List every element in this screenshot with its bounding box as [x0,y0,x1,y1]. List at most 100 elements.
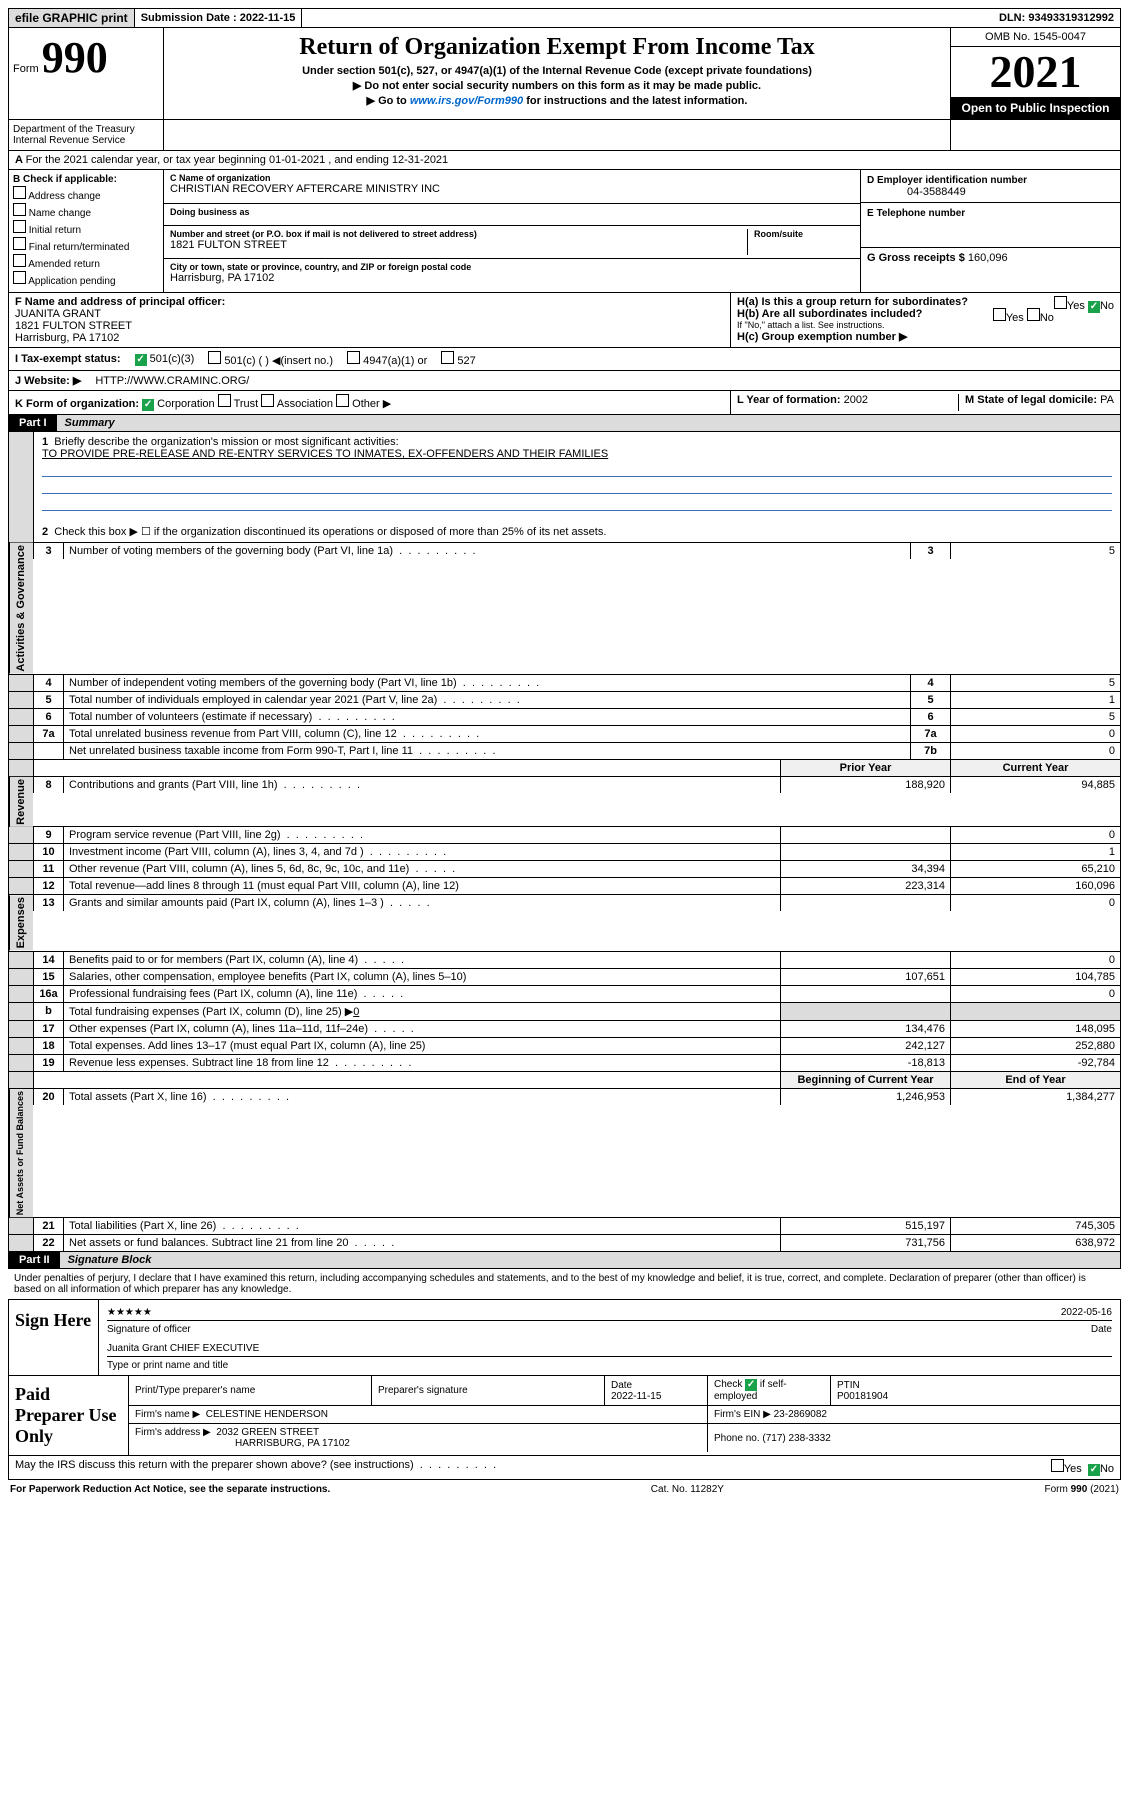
section-k: K Form of organization: ✓ Corporation Tr… [9,391,730,414]
header-center: Return of Organization Exempt From Incom… [164,28,950,120]
ha-yes-check[interactable] [1054,296,1067,309]
p19: -18,813 [780,1055,950,1071]
line-1-mission: 1 Briefly describe the organization's mi… [9,431,1120,542]
year-formation: 2002 [844,394,868,406]
check-final-return[interactable]: Final return/terminated [13,237,159,253]
omb-number: OMB No. 1545-0047 [951,28,1120,47]
b21: 515,197 [780,1218,950,1234]
dept-treasury: Department of the Treasury Internal Reve… [9,120,164,151]
city-label: City or town, state or province, country… [170,262,854,272]
street-label: Number and street (or P.O. box if mail i… [170,229,747,239]
hb-yes-check[interactable] [993,308,1006,321]
section-c: C Name of organization CHRISTIAN RECOVER… [164,170,860,292]
c8: 94,885 [950,777,1120,793]
c14: 0 [950,952,1120,968]
ptin-value: P00181904 [837,1391,888,1402]
section-h: H(a) Is this a group return for subordin… [730,293,1120,347]
check-self-employed[interactable]: ✓ [745,1379,757,1391]
c19: -92,784 [950,1055,1120,1071]
check-application-pending[interactable]: Application pending [13,271,159,287]
val-7b: 0 [950,743,1120,759]
p16a [780,986,950,1002]
dba-label: Doing business as [170,207,854,217]
state-domicile: PA [1100,394,1114,406]
val-7a: 0 [950,726,1120,742]
gross-receipts-label: G Gross receipts $ [867,252,965,264]
val-16b: 0 [353,1006,359,1018]
officer-signed-name: Juanita Grant CHIEF EXECUTIVE [107,1343,259,1354]
discuss-yes-check[interactable] [1051,1459,1064,1472]
check-association[interactable] [261,394,274,407]
p10 [780,844,950,860]
org-name-label: C Name of organization [170,173,854,183]
c12: 160,096 [950,878,1120,894]
subtitle-section: Under section 501(c), 527, or 4947(a)(1)… [174,65,940,77]
sign-date: 2022-05-16 [1061,1307,1112,1318]
officer-name: JUANITA GRANT [15,308,101,320]
mission-text: TO PROVIDE PRE-RELEASE AND RE-ENTRY SERV… [42,448,608,460]
b20: 1,246,953 [780,1089,950,1105]
check-initial-return[interactable]: Initial return [13,220,159,236]
check-501c3[interactable]: ✓ [135,354,147,366]
c9: 0 [950,827,1120,843]
website-value: HTTP://WWW.CRAMINC.ORG/ [95,375,249,387]
p12: 223,314 [780,878,950,894]
tab-net-assets: Net Assets or Fund Balances [9,1089,33,1217]
ha-no-check[interactable]: ✓ [1088,301,1100,313]
top-bar: efile GRAPHIC print Submission Date : 20… [8,8,1121,28]
discuss-row: May the IRS discuss this return with the… [8,1456,1121,1480]
check-amended-return[interactable]: Amended return [13,254,159,270]
submission-date: Submission Date : 2022-11-15 [135,9,303,27]
check-527[interactable] [441,351,454,364]
prior-current-header: Prior Year Current Year [9,759,1120,776]
tax-year: 2021 [951,47,1120,97]
check-trust[interactable] [218,394,231,407]
check-501c[interactable] [208,351,221,364]
p8: 188,920 [780,777,950,793]
p15: 107,651 [780,969,950,985]
val-6: 5 [950,709,1120,725]
subtitle-link-row: ▶ Go to www.irs.gov/Form990 for instruct… [174,94,940,107]
tab-revenue: Revenue [9,777,33,827]
paid-preparer-block: Paid Preparer Use Only Print/Type prepar… [8,1376,1121,1456]
ein-label: D Employer identification number [867,175,1027,186]
ein-value: 04-3588449 [907,186,966,198]
efile-print-button[interactable]: efile GRAPHIC print [9,9,135,27]
irs-link[interactable]: www.irs.gov/Form990 [410,95,523,107]
e22: 638,972 [950,1235,1120,1251]
org-name: CHRISTIAN RECOVERY AFTERCARE MINISTRY IN… [170,183,440,195]
c13: 0 [950,895,1120,911]
part1-header: Part I Summary [9,414,1120,431]
section-i-tax-status: I Tax-exempt status: ✓ 501(c)(3) 501(c) … [9,347,1120,370]
phone-label: E Telephone number [867,208,965,219]
section-b-checkboxes: B Check if applicable: Address change Na… [9,170,164,292]
p11: 34,394 [780,861,950,877]
check-4947[interactable] [347,351,360,364]
firm-phone: (717) 238-3332 [762,1433,830,1444]
street-value: 1821 FULTON STREET [170,239,287,251]
check-corporation[interactable]: ✓ [142,399,154,411]
hb-no-check[interactable] [1027,308,1040,321]
e20: 1,384,277 [950,1089,1120,1105]
p9 [780,827,950,843]
open-inspection: Open to Public Inspection [951,97,1120,119]
preparer-date: 2022-11-15 [611,1391,661,1402]
officer-street: 1821 FULTON STREET [15,320,132,332]
val-5: 1 [950,692,1120,708]
dln: DLN: 93493319312992 [993,9,1120,27]
check-other[interactable] [336,394,349,407]
section-deg: D Employer identification number 04-3588… [860,170,1120,292]
check-address-change[interactable]: Address change [13,186,159,202]
form-label: Form [13,63,39,75]
firm-addr1: 2032 GREEN STREET [216,1427,319,1438]
check-name-change[interactable]: Name change [13,203,159,219]
gross-receipts-value: 160,096 [968,252,1008,264]
form-number-box: Form 990 [9,28,164,120]
p17: 134,476 [780,1021,950,1037]
firm-ein: 23-2869082 [774,1409,827,1420]
discuss-no-check[interactable]: ✓ [1088,1464,1100,1476]
p13 [780,895,950,911]
val-4: 5 [950,675,1120,691]
c11: 65,210 [950,861,1120,877]
p18: 242,127 [780,1038,950,1054]
